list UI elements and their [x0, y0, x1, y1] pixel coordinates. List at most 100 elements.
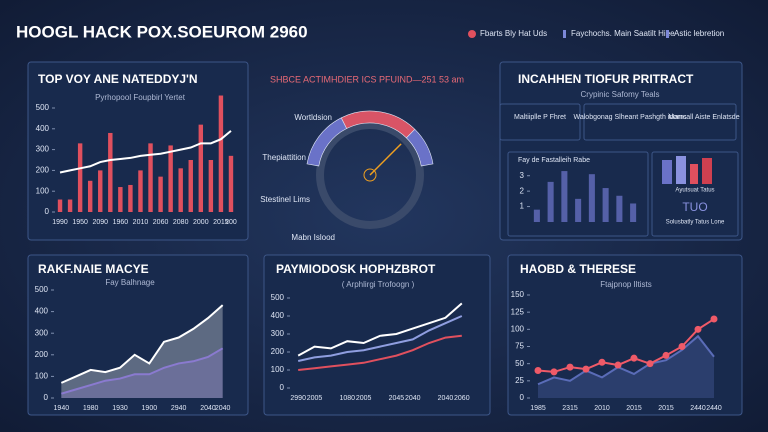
x-tick-label: 1940: [54, 405, 70, 412]
y-tick-label: 1: [520, 202, 525, 211]
x-tick-label: 2015: [213, 219, 229, 226]
legend-label: Maltiiplle P Fhret: [514, 114, 566, 121]
y-tick-label: 100: [35, 372, 49, 381]
bar: [77, 143, 83, 212]
gauge-label: Mabn Islood: [291, 233, 335, 242]
x-tick-label: 2000: [193, 219, 209, 226]
bar: [67, 199, 73, 212]
x-tick-label: 200: [225, 219, 237, 226]
legend-dot: [666, 30, 669, 38]
annotation: TUO: [682, 200, 707, 214]
line: [59, 130, 232, 174]
chart-subtitle: Pyrhopool Foupbirl Yertet: [95, 93, 186, 102]
bar: [533, 209, 540, 222]
icon: [702, 158, 712, 184]
x-tick-label: 2060: [153, 219, 169, 226]
bar: [616, 195, 623, 222]
panel: [263, 254, 491, 416]
x-tick-label: 2045: [389, 395, 405, 402]
bar: [178, 168, 183, 212]
bar: [630, 203, 637, 222]
x-tick-label: 2005: [356, 395, 372, 402]
legend-dot: [468, 30, 476, 38]
bar: [198, 124, 204, 212]
bar: [118, 187, 123, 212]
dashboard-title: HOOGL HACK POX.SOEUROM 2960: [16, 22, 308, 41]
x-tick-label: 1960: [113, 219, 129, 226]
x-tick-label: 2080: [173, 219, 189, 226]
chart-subtitle: Fay Balhnage: [105, 278, 155, 287]
bar: [98, 170, 103, 212]
x-tick-label: 1950: [72, 219, 88, 226]
chart-subtitle: Crypinic Safomy Teals: [581, 90, 660, 99]
area: [538, 336, 714, 398]
y-tick-label: 500: [271, 293, 285, 302]
legend-label: Walobgonag Slheant Pashgth idoms: [574, 114, 687, 121]
y-tick-label: 125: [511, 307, 525, 316]
bar: [561, 171, 568, 222]
y-tick-label: 500: [36, 103, 50, 112]
bar: [547, 181, 554, 222]
x-tick-label: 2015: [658, 405, 674, 412]
sub-panel: [507, 151, 649, 237]
x-tick-label: 2315: [562, 405, 578, 412]
icon: [676, 156, 686, 184]
x-tick-label: 1080: [339, 395, 355, 402]
marker: [646, 360, 654, 368]
y-tick-label: 500: [35, 285, 49, 294]
x-tick-label: 2440: [690, 405, 706, 412]
bar: [208, 160, 214, 212]
marker: [710, 315, 718, 323]
bar: [128, 184, 133, 212]
sub-panel: [651, 151, 739, 237]
gauge-segment: [405, 128, 434, 167]
bar: [57, 199, 63, 212]
legend-label: Marrcall Aiste Enlatsde: [668, 114, 739, 121]
x-tick-label: 2940: [171, 405, 187, 412]
gauge-hub: [363, 168, 377, 182]
area: [61, 305, 223, 398]
line: [298, 334, 462, 371]
y-tick-label: 100: [271, 365, 285, 374]
legend-box: [499, 103, 581, 141]
x-tick-label: 2015: [626, 405, 642, 412]
y-tick-label: 0: [280, 383, 285, 392]
inner-title: Fay de Fastalleih Rabe: [518, 157, 590, 164]
icon: [662, 160, 672, 184]
x-tick-label: 2090: [92, 219, 108, 226]
legend-dot: [563, 30, 566, 38]
bar: [602, 188, 609, 222]
x-tick-label: 2990: [290, 395, 306, 402]
annotation: Solusbatly Tatus Lone: [666, 220, 725, 226]
icon: [690, 164, 698, 184]
y-tick-label: 300: [36, 145, 50, 154]
y-tick-label: 0: [520, 393, 525, 402]
x-tick-label: 2040: [438, 395, 454, 402]
marker: [662, 351, 670, 359]
bar: [168, 145, 173, 212]
chart-subtitle: Ftajpnop Iltists: [600, 280, 652, 289]
x-tick-label: 2040: [200, 405, 216, 412]
y-tick-label: 400: [36, 124, 50, 133]
y-tick-label: 100: [36, 186, 50, 195]
x-tick-label: 2005: [307, 395, 323, 402]
x-tick-label: 2060: [454, 395, 470, 402]
y-tick-label: 400: [35, 307, 49, 316]
y-tick-label: 0: [45, 207, 50, 216]
chart-title: INCAHHEN TIOFUR PRITRACT: [518, 72, 694, 86]
y-tick-label: 300: [271, 329, 285, 338]
panel: [507, 254, 743, 416]
bar: [588, 174, 595, 222]
y-tick-label: 50: [515, 359, 524, 368]
y-tick-label: 100: [511, 324, 525, 333]
chart-title: PAYMIODOSK HOPHZBROT: [276, 262, 436, 276]
gauge-label: Stestinel Lims: [260, 195, 310, 204]
y-tick-label: 25: [515, 376, 524, 385]
chart-subtitle: ( Arphlirgi Trofoogn ): [342, 280, 415, 289]
y-tick-label: 150: [511, 290, 525, 299]
marker: [582, 365, 590, 373]
line: [297, 302, 463, 357]
y-tick-label: 75: [515, 342, 524, 351]
bar: [87, 180, 93, 212]
